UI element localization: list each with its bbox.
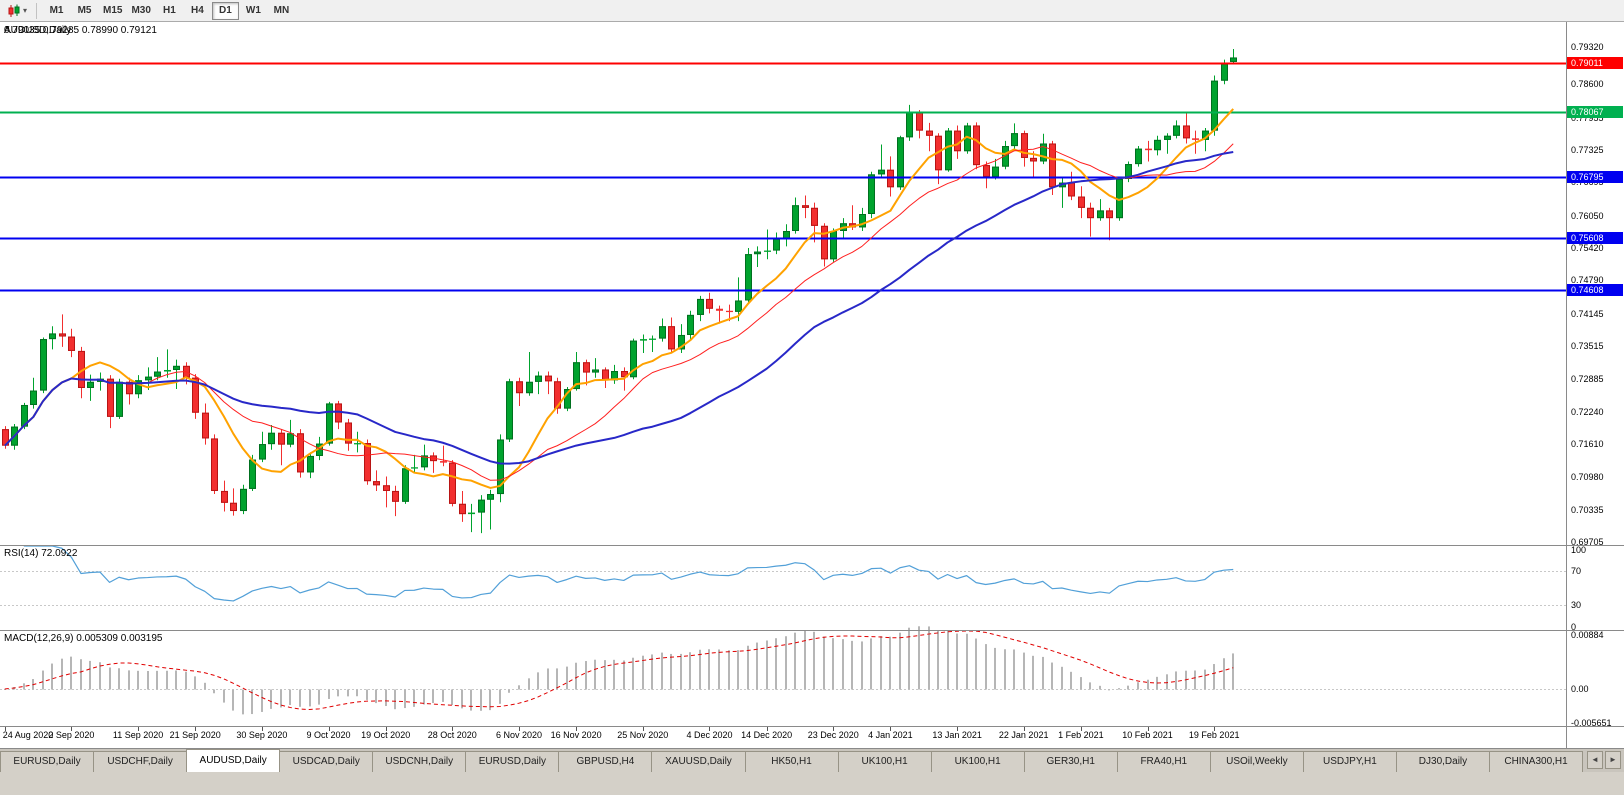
chart-window: ▼ AUDUSD,Daily 0.79035 0.79285 0.78990 0… xyxy=(0,22,1624,748)
candlestick-chart-icon xyxy=(7,4,21,18)
timeframe-button-h4[interactable]: H4 xyxy=(191,4,204,16)
tab-scroll-left-icon[interactable]: ◄ xyxy=(1587,751,1603,769)
timeframe-button-mn[interactable]: MN xyxy=(273,4,290,16)
chart-tab-dj30-daily[interactable]: DJ30,Daily xyxy=(1395,751,1490,772)
timeframe-button-m30[interactable]: M30 xyxy=(131,4,151,16)
timeframe-buttons: M1 M5 M15 M30 H1 H4 D1 W1 MN xyxy=(43,1,296,20)
price-chart-canvas[interactable] xyxy=(0,22,1624,748)
chart-tab-usdcnh-daily[interactable]: USDCNH,Daily xyxy=(372,751,467,772)
chart-tab-ger30-h1[interactable]: GER30,H1 xyxy=(1023,751,1118,772)
charts-tab-bar: EURUSD,Daily USDCHF,Daily AUDUSD,Daily USDC… xyxy=(0,748,1624,772)
timeframe-button-m1[interactable]: M1 xyxy=(49,4,64,16)
timeframe-button-m5[interactable]: M5 xyxy=(77,4,92,16)
timeframe-button-m15[interactable]: M15 xyxy=(103,4,123,16)
chart-tab-eurusd-daily[interactable]: EURUSD,Daily xyxy=(0,751,95,772)
tab-scroll-controls: ◄ ► xyxy=(1582,748,1624,772)
chart-tab-fra40-h1[interactable]: FRA40,H1 xyxy=(1116,751,1211,772)
timeframe-toolbar: ▾ M1 M5 M15 M30 H1 H4 D1 W1 MN xyxy=(0,0,1624,22)
status-strip xyxy=(0,772,1624,795)
chart-tab-eurusd-daily[interactable]: EURUSD,Daily xyxy=(465,751,560,772)
timeframe-button-h1[interactable]: H1 xyxy=(163,4,176,16)
chart-tab-hk50-h1[interactable]: HK50,H1 xyxy=(744,751,839,772)
chart-tabs: EURUSD,Daily USDCHF,Daily AUDUSD,Daily USDC… xyxy=(0,748,1584,772)
chart-type-selector[interactable]: ▾ xyxy=(4,2,30,20)
chevron-down-icon: ▾ xyxy=(23,5,28,15)
chart-tab-xauusd-daily[interactable]: XAUUSD,Daily xyxy=(651,751,746,772)
chart-tab-audusd-daily[interactable]: AUDUSD,Daily xyxy=(186,749,281,772)
toolbar-separator xyxy=(36,2,38,19)
timeframe-button-d1[interactable]: D1 xyxy=(211,1,239,20)
timeframe-button-w1[interactable]: W1 xyxy=(245,4,261,16)
chart-tab-china300-h1[interactable]: CHINA300,H1 xyxy=(1489,751,1584,772)
chart-tab-usoil-weekly[interactable]: USOil,Weekly xyxy=(1209,751,1304,772)
chart-tab-usdcad-daily[interactable]: USDCAD,Daily xyxy=(279,751,374,772)
chart-tab-usdchf-daily[interactable]: USDCHF,Daily xyxy=(93,751,188,772)
tab-scroll-right-icon[interactable]: ► xyxy=(1605,751,1621,769)
chart-tab-uk100-h1[interactable]: UK100,H1 xyxy=(837,751,932,772)
chart-tab-gbpusd-h4[interactable]: GBPUSD,H4 xyxy=(558,751,653,772)
chart-tab-usdjpy-h1[interactable]: USDJPY,H1 xyxy=(1302,751,1397,772)
chart-tab-uk100-h1[interactable]: UK100,H1 xyxy=(930,751,1025,772)
